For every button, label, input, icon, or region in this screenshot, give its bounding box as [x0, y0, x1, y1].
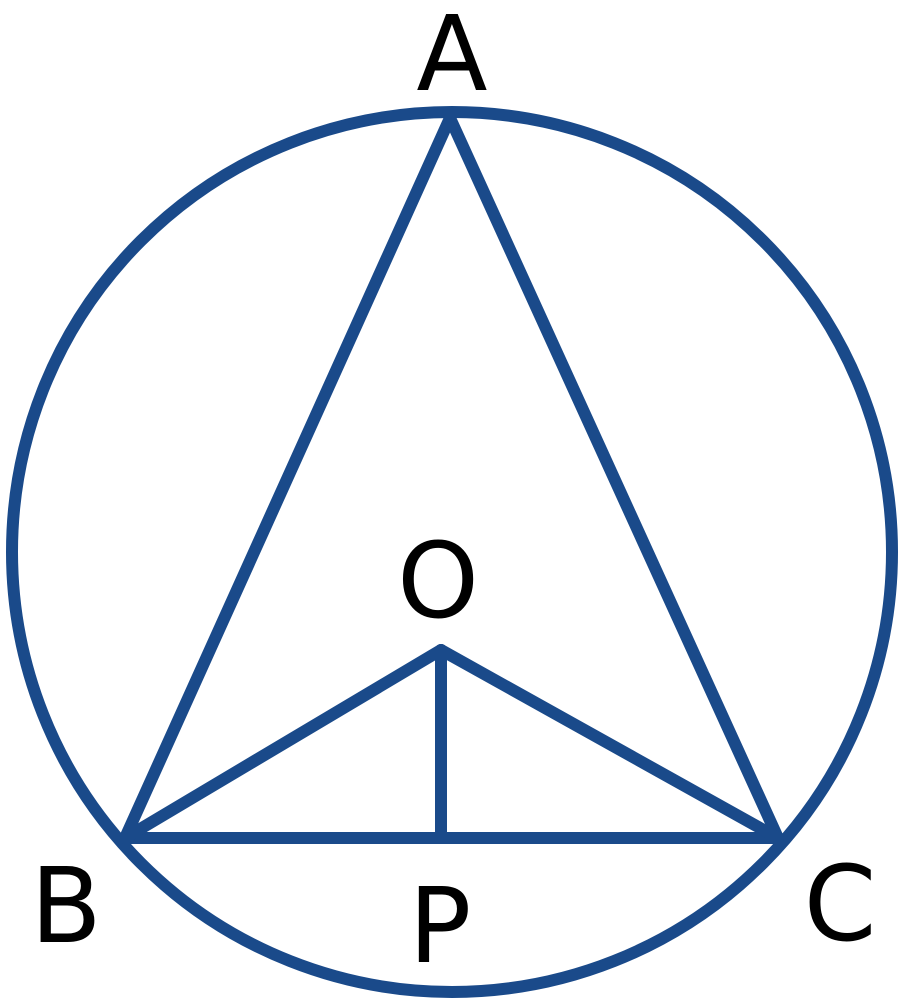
label-c: C	[804, 843, 877, 965]
label-b: B	[30, 845, 101, 967]
label-a: A	[416, 0, 487, 115]
label-p: P	[409, 865, 472, 987]
circumcircle	[6, 106, 898, 998]
segment-oc	[435, 644, 784, 844]
label-o: O	[397, 520, 479, 642]
segment-ob	[119, 644, 447, 844]
triangle-abc	[119, 112, 784, 844]
